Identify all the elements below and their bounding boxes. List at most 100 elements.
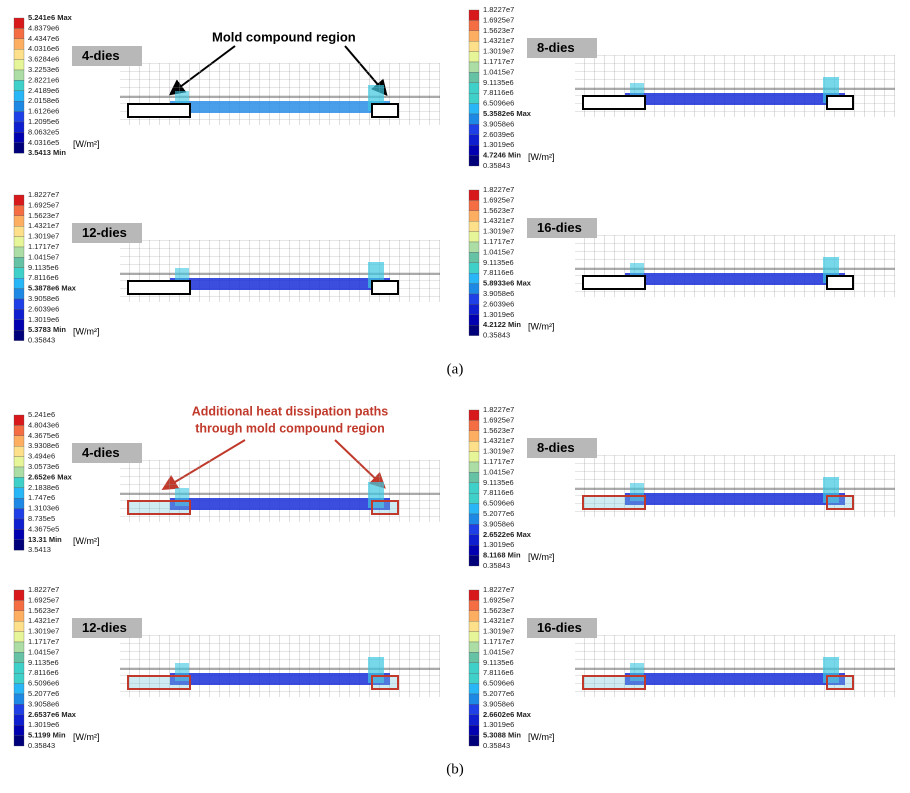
legend-band: [13, 236, 25, 248]
mold-region-box: [826, 675, 854, 690]
legend-band: [13, 17, 25, 29]
legend-band: [13, 518, 25, 530]
mold-region-box: [127, 280, 191, 295]
legend-band: [13, 38, 25, 50]
legend-label: 1.3019e6: [28, 315, 59, 324]
legend-band: [13, 278, 25, 289]
legend-band: [468, 51, 480, 63]
legend-band: [13, 589, 25, 601]
legend-label: 1.4321e7: [483, 616, 514, 625]
legend-label: 13.31 Min: [28, 535, 62, 544]
unit-label: [W/m²]: [73, 139, 100, 149]
panel-label-box: [72, 618, 142, 638]
legend-label: 2.6522e6 Max: [483, 530, 532, 539]
legend-band: [468, 704, 480, 715]
panel-label: 4-dies: [82, 445, 120, 460]
legend-label: 1.4321e7: [483, 216, 514, 225]
legend-band: [468, 124, 480, 135]
legend-band: [13, 288, 25, 300]
legend-band: [468, 652, 480, 663]
legend-band: [468, 20, 480, 31]
mold-region-box: [371, 280, 399, 295]
mold-region-box: [127, 500, 191, 515]
legend-band: [13, 142, 25, 154]
panel-label: 8-dies: [537, 440, 575, 455]
legend-label: 1.1717e7: [28, 637, 59, 646]
legend-band: [468, 693, 480, 705]
legend-label: 1.3019e7: [483, 627, 514, 636]
legend-band: [468, 252, 480, 263]
legend-band: [13, 111, 25, 123]
legend-label: 0.35843: [483, 161, 510, 170]
legend-band: [13, 330, 25, 341]
legend-label: 2.4189e6: [28, 86, 59, 95]
legend-label: 0.35843: [483, 331, 510, 340]
legend-band: [13, 621, 25, 632]
panel-label: 8-dies: [537, 40, 575, 55]
panel-label: 12-dies: [82, 225, 127, 240]
legend-label: 1.4321e7: [483, 36, 514, 45]
legend-label: 1.5623e7: [28, 606, 59, 615]
legend-label: 4.0316e6: [28, 44, 59, 53]
flux-band: [170, 278, 390, 290]
legend-band: [468, 241, 480, 253]
legend-label: 3.6284e6: [28, 55, 59, 64]
mold-region-box: [582, 275, 646, 290]
flux-band: [625, 93, 845, 105]
legend-label: 2.652e6 Max: [28, 472, 73, 481]
legend-label: 1.8227e7: [28, 190, 59, 199]
legend-label: 1.3019e6: [483, 540, 514, 549]
annotation: Mold compound region: [212, 29, 356, 44]
legend-label: 0.35843: [28, 741, 55, 750]
legend-band: [468, 589, 480, 601]
legend-band: [13, 49, 25, 60]
legend-label: 3.9058e6: [483, 519, 514, 528]
legend-band: [13, 425, 25, 436]
panel-label-box: [72, 223, 142, 243]
legend-band: [468, 725, 480, 736]
legend-label: 9.1135e6: [483, 478, 514, 487]
mesh: [575, 455, 895, 517]
legend-band: [13, 446, 25, 457]
legend-label: 1.8227e7: [483, 585, 514, 594]
legend-band: [468, 9, 480, 21]
legend-label: 3.9058e6: [483, 289, 514, 298]
legend-label: 7.8116e6: [28, 273, 59, 282]
legend-band: [468, 600, 480, 611]
legend-band: [468, 555, 480, 567]
legend-label: 4.0316e5: [28, 138, 59, 147]
legend-band: [13, 600, 25, 611]
unit-label: [W/m²]: [73, 732, 100, 742]
legend-label: 5.3088 Min: [483, 731, 521, 740]
legend-band: [13, 80, 25, 91]
legend-label: 7.8116e6: [483, 668, 514, 677]
legend-label: 1.0415e7: [483, 247, 514, 256]
legend-label: 8.1168 Min: [483, 551, 521, 560]
legend-label: 6.5096e6: [483, 679, 514, 688]
legend-label: 1.5623e7: [483, 26, 514, 35]
legend-label: 1.1717e7: [483, 237, 514, 246]
legend-band: [468, 420, 480, 431]
legend-label: 7.8116e6: [483, 488, 514, 497]
legend-band: [468, 93, 480, 104]
legend-band: [13, 414, 25, 426]
legend-band: [468, 735, 480, 747]
legend-band: [13, 435, 25, 447]
mold-region-box: [582, 495, 646, 510]
legend-label: 5.3582e6 Max: [483, 109, 532, 118]
legend-label: 4.8379e6: [28, 23, 59, 32]
legend-label: 4.3675e5: [28, 524, 59, 533]
legend-band: [468, 273, 480, 284]
legend-band: [13, 298, 25, 310]
panel-label-box: [527, 618, 597, 638]
legend-band: [13, 508, 25, 520]
legend-label: 1.8227e7: [483, 5, 514, 14]
legend-band: [13, 267, 25, 279]
legend-band: [13, 69, 25, 81]
legend-label: 2.6537e6 Max: [28, 710, 77, 719]
legend-band: [468, 641, 480, 653]
legend-label: 1.8227e7: [28, 585, 59, 594]
